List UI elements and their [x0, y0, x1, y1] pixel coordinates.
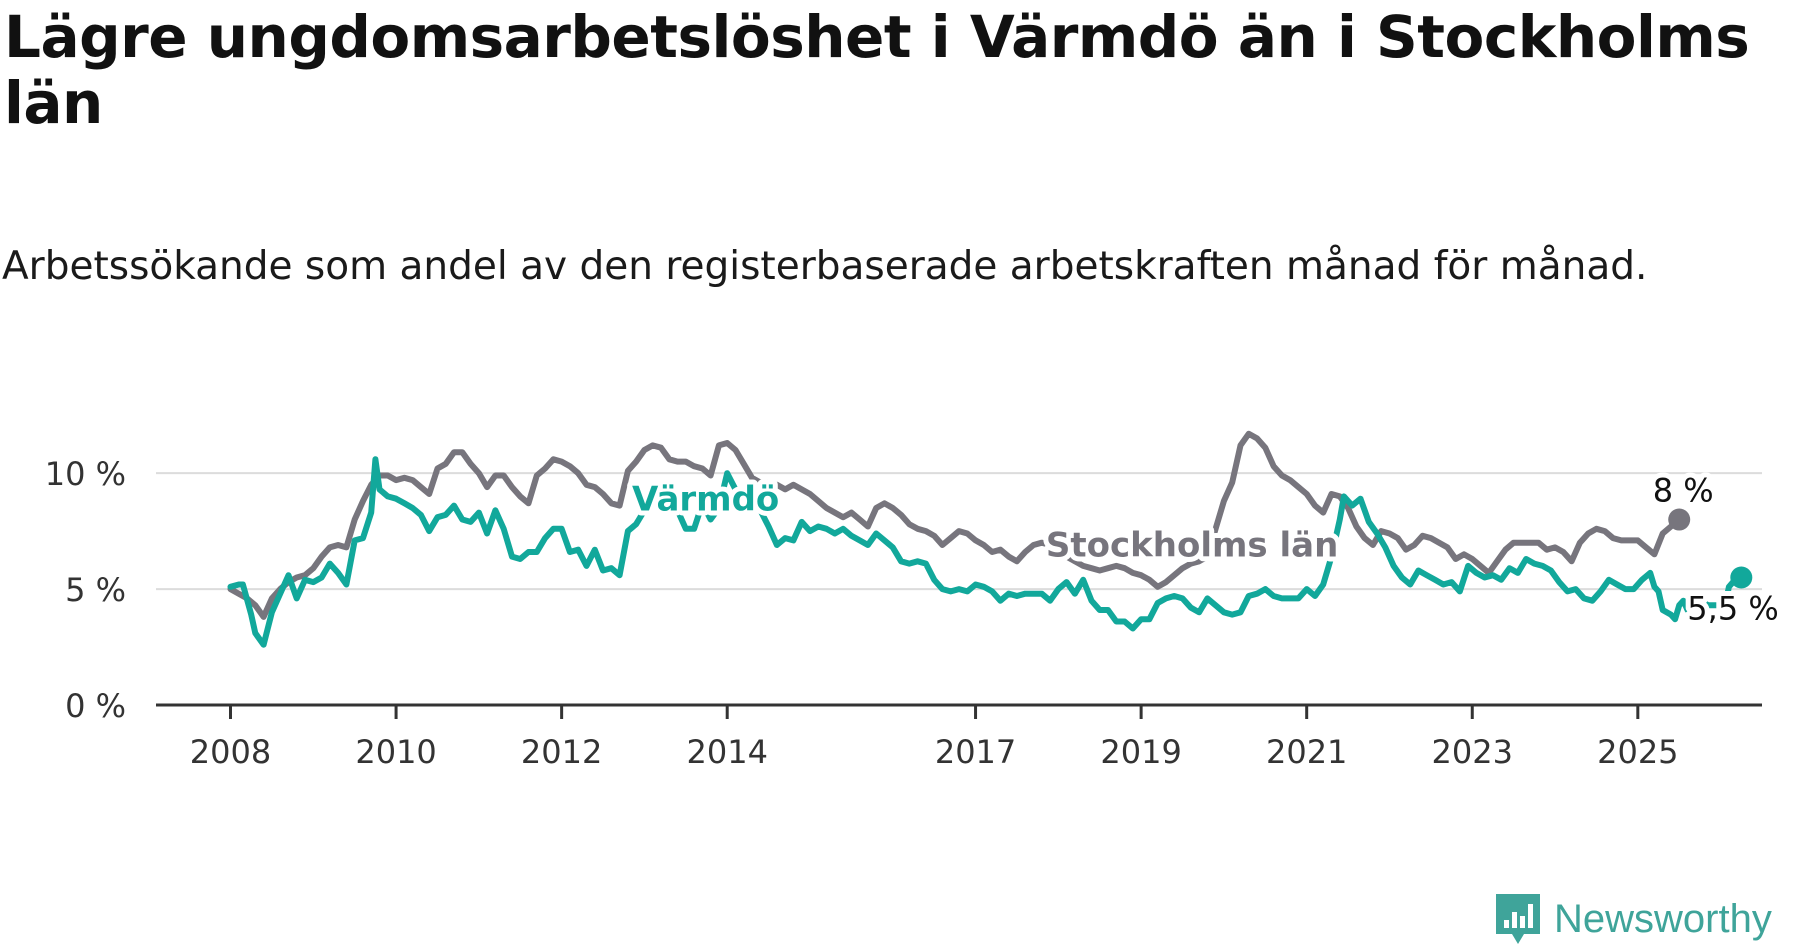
series-name-label: Värmdö — [632, 479, 779, 519]
x-tick-label: 2010 — [355, 733, 436, 771]
series-annotations: Stockholms län Värmdö 8 % 5,5 % — [627, 467, 1784, 633]
x-axis-ticks: 2008 2010 2012 2014 2017 2019 2021 2023 2025 — [190, 705, 1679, 771]
x-tick-label: 2025 — [1597, 733, 1678, 771]
x-tick-label: 2023 — [1432, 733, 1513, 771]
y-tick-label: 0 % — [65, 687, 126, 725]
x-tick-label: 2019 — [1100, 733, 1181, 771]
x-tick-label: 2021 — [1266, 733, 1347, 771]
series-end-point-0 — [1668, 508, 1691, 531]
brand-name: Newsworthy — [1554, 896, 1772, 941]
y-tick-label: 5 % — [65, 571, 126, 609]
x-tick-label: 2014 — [686, 733, 767, 771]
chart-title: Lägre ungdomsarbetslöshet i Värmdö än i … — [4, 3, 1750, 137]
series-end-point-1 — [1730, 566, 1753, 589]
chart-subtitle: Arbetssökande som andel av den registerb… — [2, 244, 1648, 289]
newsworthy-logo-icon — [1496, 894, 1540, 944]
x-tick-label: 2008 — [190, 733, 271, 771]
y-axis-labels: 0 % 5 % 10 % — [45, 455, 126, 725]
y-tick-label: 10 % — [45, 455, 126, 493]
newsworthy-logo: Newsworthy — [1492, 888, 1772, 950]
line-chart: 0 %5 %10 % 2008 2010 2012 2014 2017 2019 2021 2… — [45, 430, 1784, 771]
series-name-label: Stockholms län — [1046, 526, 1338, 566]
series-end-label: 8 % — [1653, 472, 1714, 510]
x-tick-label: 2017 — [935, 733, 1016, 771]
series-line-1 — [227, 456, 1745, 648]
series-line-0 — [227, 430, 1683, 620]
x-tick-label: 2012 — [521, 733, 602, 771]
series-end-label: 5,5 % — [1687, 590, 1778, 628]
series-lines — [227, 430, 1753, 648]
